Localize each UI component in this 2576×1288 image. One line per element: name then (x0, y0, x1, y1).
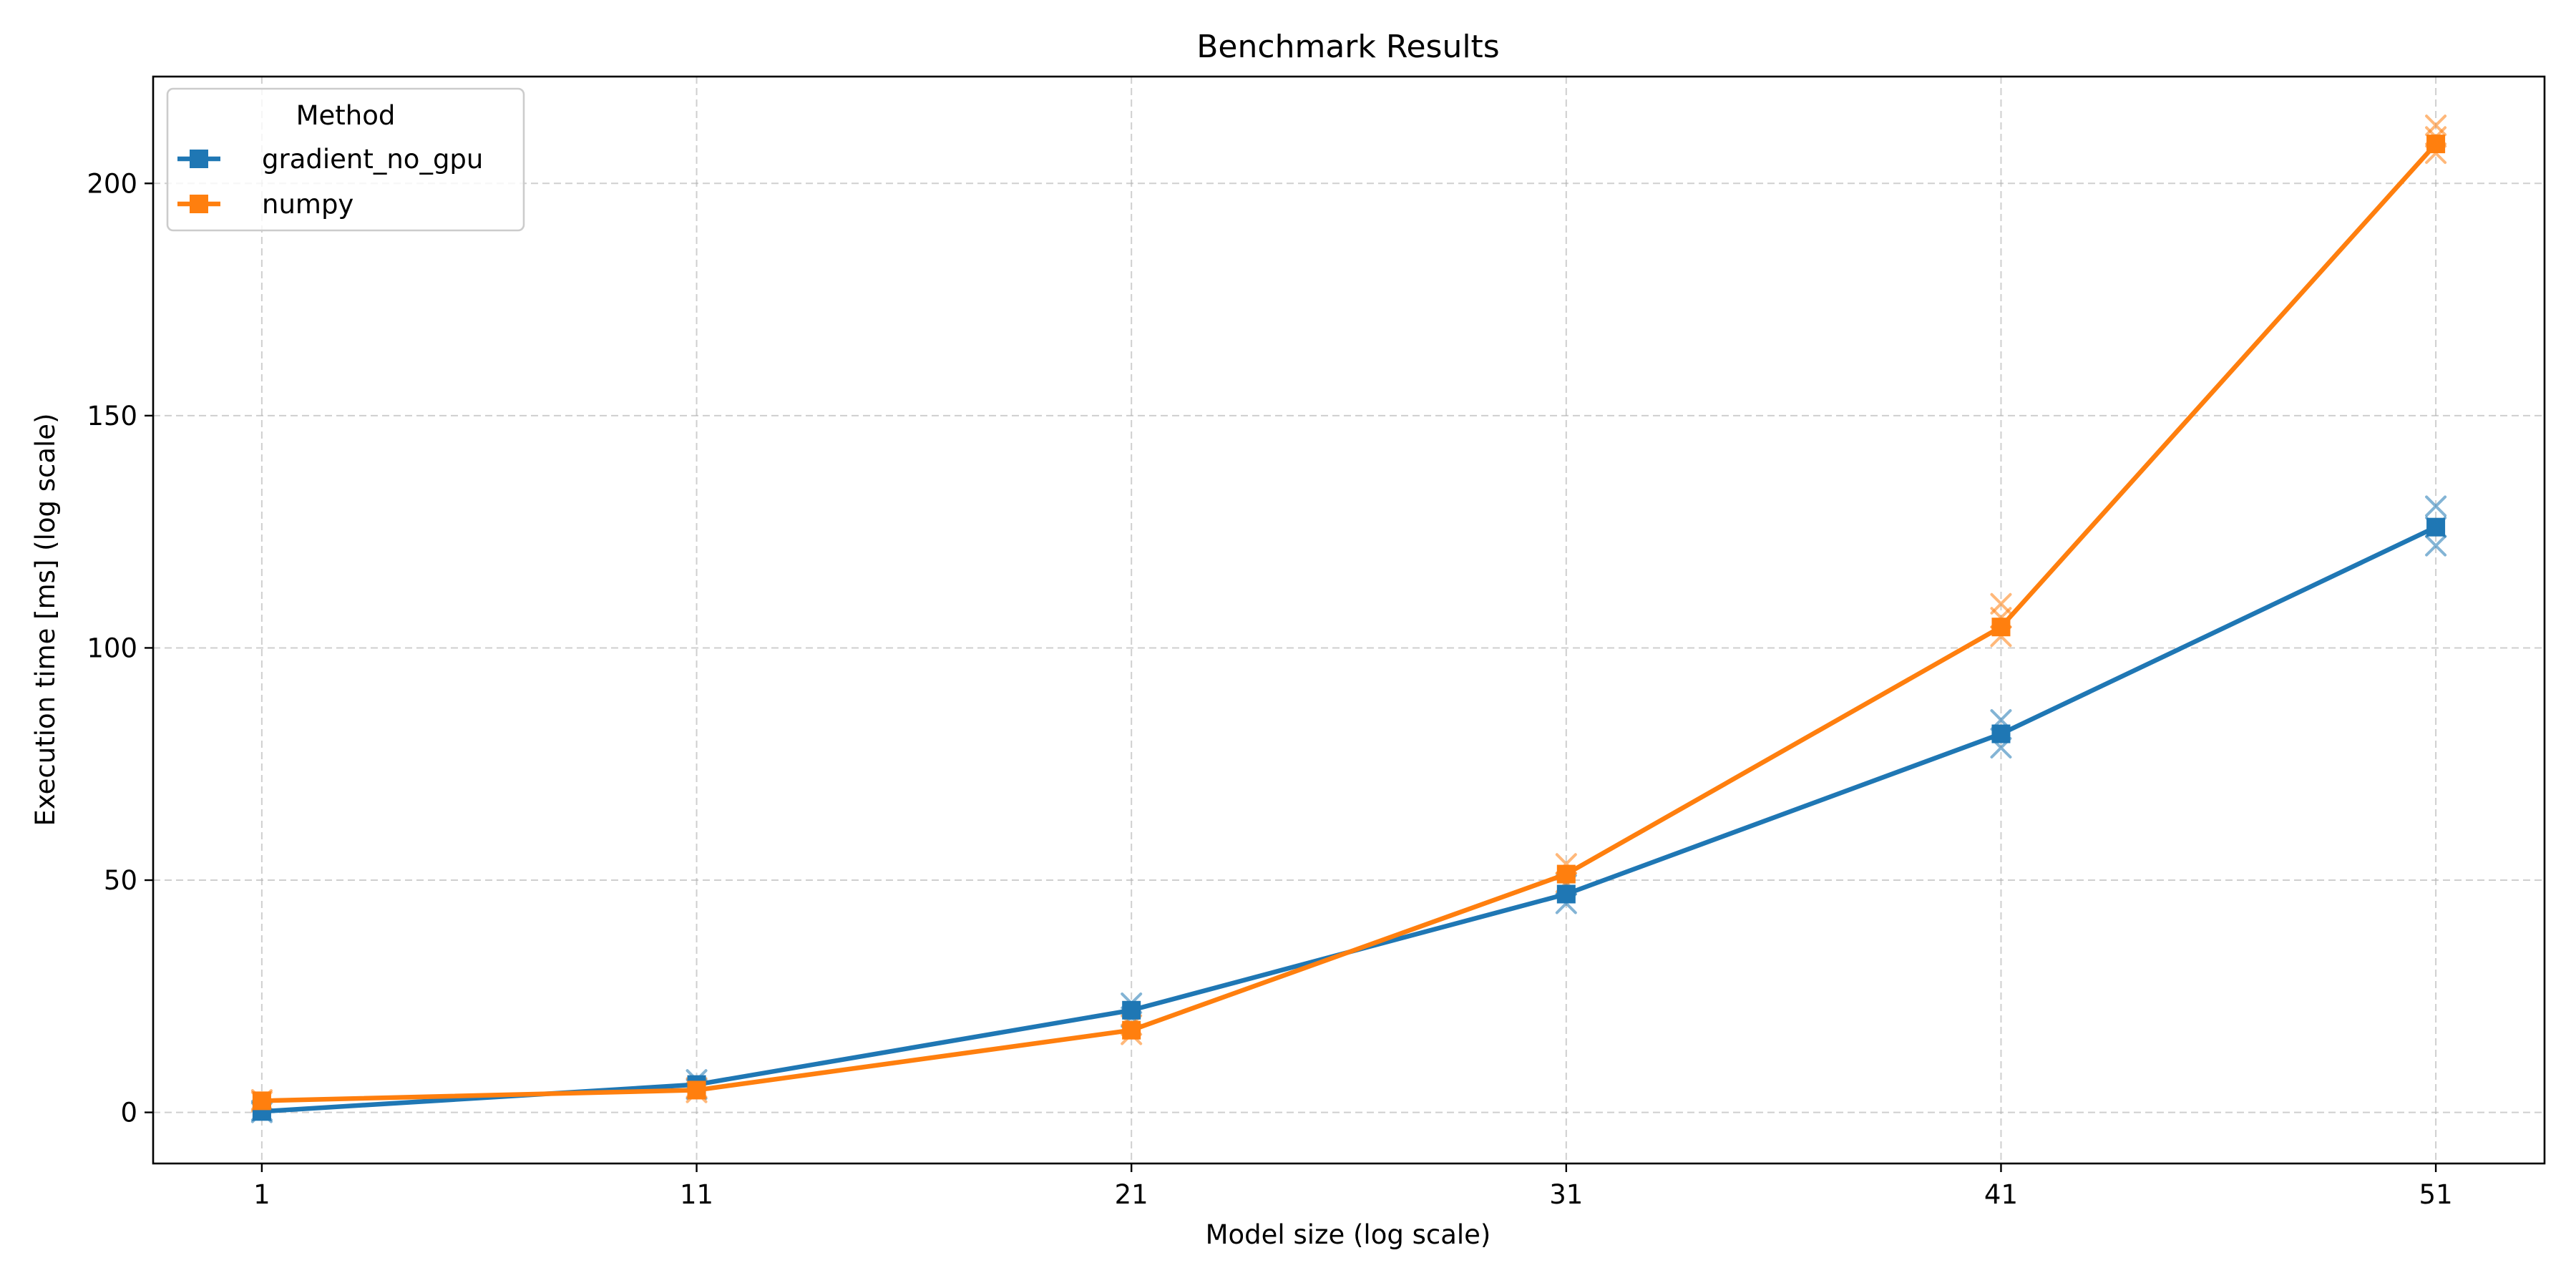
y-tick-label: 100 (87, 633, 137, 663)
repeat-x-marker-stroke-b (1990, 592, 2012, 615)
legend-label-numpy: numpy (262, 189, 353, 220)
data-point-numpy (1991, 618, 2011, 637)
series-line-numpy (261, 142, 2438, 1103)
y-tick-label: 200 (87, 168, 137, 199)
data-point-gradient_no_gpu (1556, 884, 1576, 904)
plot-frame (152, 75, 2546, 1165)
y-tick-label: 150 (87, 401, 137, 431)
legend-title: Method (296, 100, 396, 131)
y-axis-title: Execution time [ms] (log scale) (30, 413, 61, 826)
data-point-numpy (2426, 135, 2446, 154)
data-point-numpy (687, 1080, 706, 1100)
x-tick-label: 1 (253, 1179, 270, 1210)
repeat-x-marker (2425, 495, 2447, 517)
data-point-gradient_no_gpu (1122, 1000, 1141, 1020)
x-tick-label: 41 (1984, 1179, 2018, 1210)
x-axis-title: Model size (log scale) (1206, 1219, 1491, 1250)
x-tick-label: 31 (1549, 1179, 1583, 1210)
x-tick-label: 11 (680, 1179, 713, 1210)
repeat-x-marker (1990, 592, 2012, 615)
y-tick-label: 0 (120, 1098, 137, 1128)
repeat-x-marker-stroke-b (2425, 535, 2447, 557)
data-point-gradient_no_gpu (1991, 724, 2011, 743)
grid-lines (153, 77, 2545, 1163)
data-point-numpy (1122, 1020, 1141, 1040)
chart-title: Benchmark Results (1196, 29, 1499, 65)
repeat-x-marker (2425, 114, 2447, 137)
legend-marker-gradient_no_gpu (190, 150, 208, 168)
legend-box (166, 87, 525, 232)
x-tick-label: 21 (1115, 1179, 1148, 1210)
legend-marker-numpy (190, 195, 208, 213)
repeat-x-marker (2425, 535, 2447, 557)
repeat-x-marker-stroke-b (2425, 114, 2447, 137)
series-lines (252, 135, 2446, 1121)
data-point-gradient_no_gpu (2426, 517, 2446, 537)
repeat-x-marker-stroke-b (2425, 495, 2447, 517)
x-tick-label: 51 (2419, 1179, 2453, 1210)
data-point-numpy (1556, 864, 1576, 884)
data-point-numpy (252, 1091, 271, 1111)
y-tick-label: 50 (104, 865, 137, 896)
legend-label-gradient_no_gpu: gradient_no_gpu (262, 144, 483, 175)
